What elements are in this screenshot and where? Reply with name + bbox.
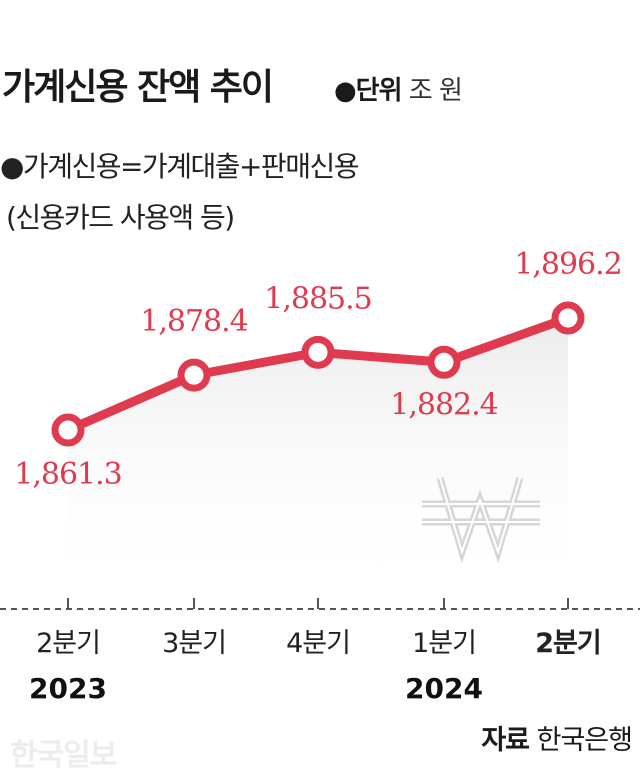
data-label: 1,885.5 [264,281,372,316]
data-point [51,413,85,447]
source-label: 자료 [481,725,530,756]
x-tick-label: 4분기 [286,628,350,659]
data-label: 1,861.3 [14,457,122,492]
definition-note: ●가계신용=가계대출+판매신용 [0,150,359,183]
source-note: 자료 한국은행 [481,718,633,757]
data-label: 1,882.4 [390,387,498,422]
x-tick-label: 2분기 [535,628,600,659]
x-tick-label: 3분기 [162,628,226,659]
publisher-watermark: 한국일보 [10,738,117,773]
x-tick-label: 2분기 [36,628,100,659]
data-point [551,301,585,335]
data-label: 1,896.2 [514,247,622,282]
data-point [427,345,461,379]
x-year-label: 2023 [29,672,107,705]
source-value: 한국은행 [536,725,633,756]
unit-label: ●단위 [334,76,403,106]
x-year-label: 2024 [405,672,483,705]
chart-title: 가계신용 잔액 추이 [2,67,274,108]
unit-value: 조 원 [408,76,463,106]
data-point [301,335,335,369]
data-label: 1,878.4 [140,304,248,339]
data-point [177,358,211,392]
x-tick-label: 1분기 [412,628,476,659]
definition-note-detail: (신용카드 사용액 등) [6,201,235,234]
unit-note: ●단위 조 원 [334,70,463,107]
